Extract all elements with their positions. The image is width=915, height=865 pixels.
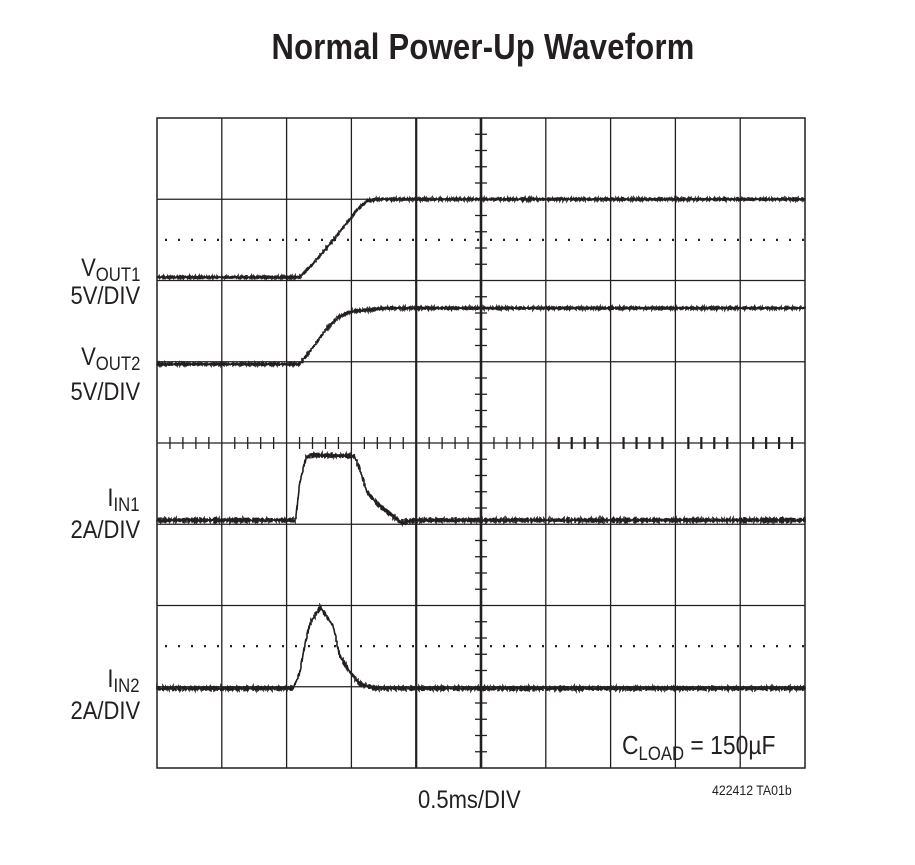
load-capacitance-annotation: CLOAD = 150µF (622, 730, 776, 765)
vout2-scale: 5V/DIV (70, 378, 140, 406)
iin1-label: IIN1 (107, 484, 140, 516)
figure-code: 422412 TA01b (712, 782, 792, 798)
vout1-label: VOUT1 (80, 254, 140, 286)
vout2-label: VOUT2 (80, 343, 140, 375)
iin1-scale: 2A/DIV (70, 516, 140, 544)
vout1-scale: 5V/DIV (70, 282, 140, 310)
x-axis-label: 0.5ms/DIV (418, 786, 521, 814)
trace-iin2 (156, 602, 806, 694)
chart-title: Normal Power-Up Waveform (271, 26, 695, 67)
trace-vout1 (156, 194, 806, 282)
iin2-label: IIN2 (107, 665, 140, 697)
iin2-scale: 2A/DIV (70, 697, 140, 725)
trace-iin1 (156, 449, 806, 527)
trace-vout2 (156, 303, 806, 369)
